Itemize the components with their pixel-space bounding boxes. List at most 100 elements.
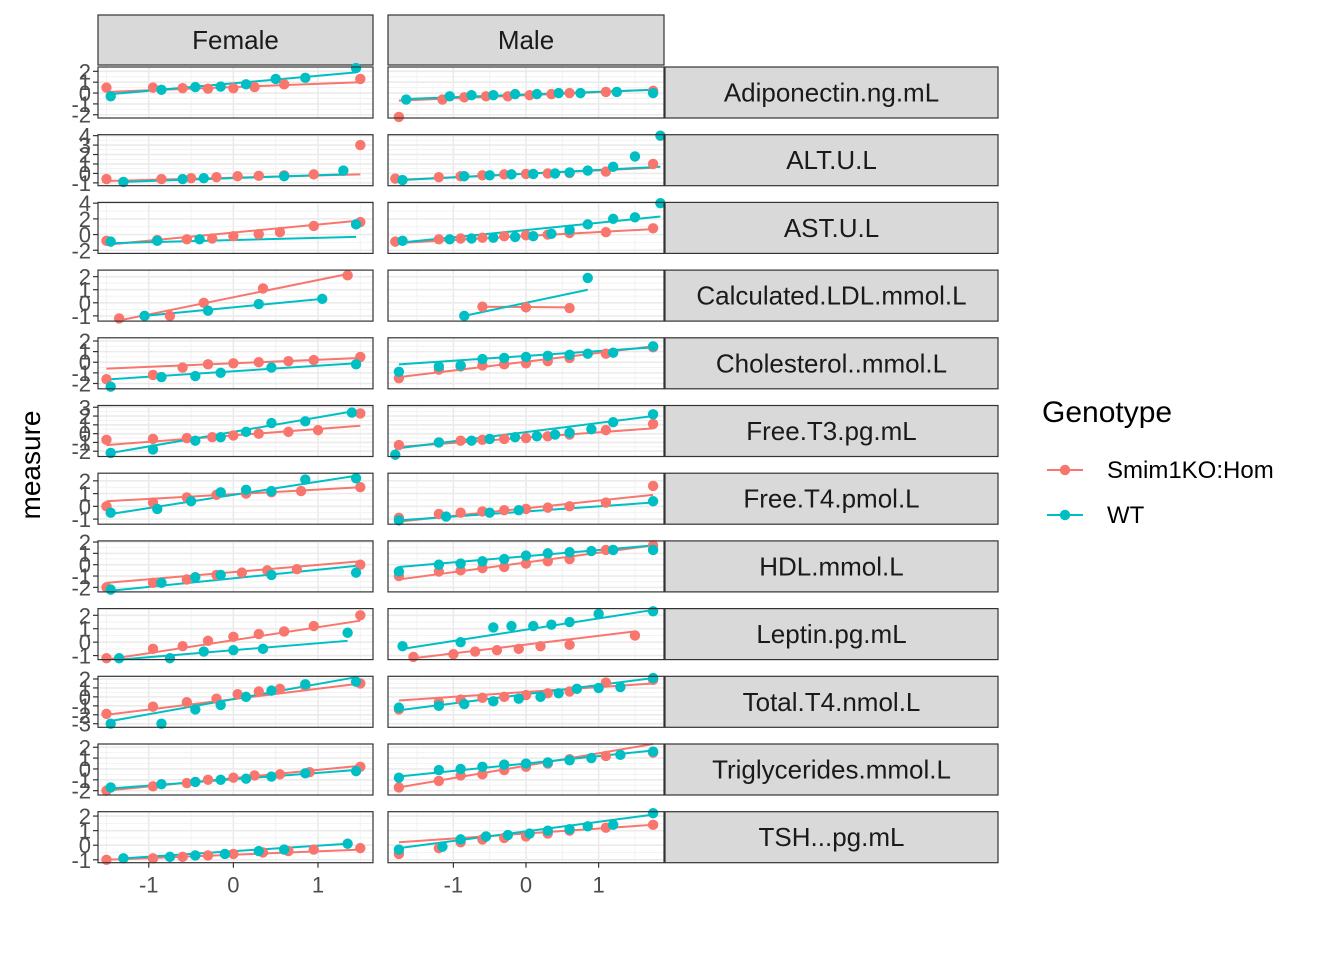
data-point — [433, 234, 445, 245]
panel-border — [387, 66, 665, 119]
data-point — [253, 228, 264, 240]
y-tick-label: 2 — [79, 735, 91, 760]
data-point — [308, 620, 319, 632]
data-point — [582, 821, 593, 832]
data-point — [564, 302, 575, 314]
data-point — [582, 165, 593, 176]
x-tick-label: 1 — [312, 873, 324, 898]
data-point — [433, 764, 445, 776]
data-point — [455, 834, 466, 845]
qq-reference-line — [106, 560, 361, 584]
legend-key-point — [1059, 464, 1071, 476]
data-point — [190, 704, 201, 715]
data-point — [338, 165, 349, 176]
y-tick-label: 1 — [79, 482, 91, 507]
data-point — [266, 569, 277, 581]
data-point — [655, 130, 666, 141]
data-point — [202, 359, 214, 370]
data-point — [342, 838, 353, 849]
data-point — [156, 371, 167, 383]
data-point — [240, 773, 252, 784]
data-point — [477, 301, 488, 312]
data-point — [105, 782, 116, 793]
data-point — [274, 683, 286, 695]
data-point — [593, 682, 604, 694]
data-point — [181, 697, 193, 708]
data-point — [433, 700, 445, 712]
facet-panel — [97, 201, 374, 254]
data-point — [542, 548, 553, 559]
data-point — [586, 752, 597, 764]
data-point — [190, 370, 201, 382]
data-point — [564, 755, 575, 766]
data-point — [147, 701, 159, 712]
data-point — [283, 426, 294, 438]
data-point — [455, 763, 466, 775]
data-point — [278, 79, 290, 90]
data-point — [253, 170, 264, 181]
data-point — [564, 87, 575, 99]
data-point — [607, 213, 619, 225]
legend-title: Genotype — [1042, 396, 1172, 429]
y-tick-label: -2 — [71, 779, 91, 804]
data-point — [105, 236, 116, 247]
data-point — [147, 444, 159, 455]
data-point — [509, 88, 521, 100]
panel-border — [387, 743, 665, 796]
y-tick-label: 2 — [79, 530, 91, 555]
data-point — [513, 693, 524, 704]
data-point — [185, 496, 197, 507]
data-point — [549, 168, 561, 179]
y-tick-label: 2 — [79, 603, 91, 628]
data-point — [355, 482, 366, 493]
data-point — [266, 485, 277, 497]
data-point — [355, 559, 366, 570]
data-point — [520, 168, 532, 180]
data-point — [101, 653, 112, 664]
y-tick-label: 3 — [79, 395, 91, 420]
data-point — [499, 433, 510, 445]
panel-border — [387, 201, 665, 254]
data-point — [228, 772, 239, 783]
data-point — [607, 347, 619, 358]
data-point — [350, 62, 362, 74]
x-tick-label: 1 — [593, 873, 605, 898]
data-point — [228, 230, 239, 242]
data-point — [477, 692, 488, 703]
data-point — [215, 774, 226, 786]
data-point — [455, 636, 466, 648]
data-point — [477, 769, 488, 780]
y-tick-label: -1 — [71, 171, 91, 196]
facet-panels: -2-1012Adiponectin.ng.mL-101234ALT.U.L-2… — [71, 59, 999, 873]
data-point — [513, 504, 524, 516]
y-axis-title: measure — [15, 411, 46, 520]
data-point — [253, 686, 264, 697]
data-point — [499, 504, 510, 516]
data-point — [300, 72, 311, 84]
column-strips: Female Male — [97, 14, 665, 66]
row-strip — [664, 337, 999, 390]
data-point — [520, 351, 532, 363]
data-point — [355, 842, 366, 854]
data-point — [215, 487, 226, 498]
data-point — [266, 771, 277, 782]
data-point — [308, 354, 319, 366]
data-point — [240, 691, 252, 703]
data-point — [600, 424, 612, 436]
data-point — [564, 823, 575, 835]
row-strip-label: Calculated.LDL.mmol.L — [696, 281, 966, 311]
data-point — [240, 426, 252, 438]
data-point — [455, 360, 466, 371]
panel-background — [98, 202, 373, 254]
data-point — [477, 353, 488, 365]
y-tick-label: -1 — [71, 304, 91, 329]
data-point — [499, 553, 510, 565]
data-point — [502, 829, 514, 841]
y-tick-label: -1 — [71, 430, 91, 455]
y-tick-label: 2 — [79, 59, 91, 84]
row-strip-label: Triglycerides.mmol.L — [712, 755, 951, 785]
data-point — [393, 772, 405, 783]
data-point — [542, 350, 553, 362]
